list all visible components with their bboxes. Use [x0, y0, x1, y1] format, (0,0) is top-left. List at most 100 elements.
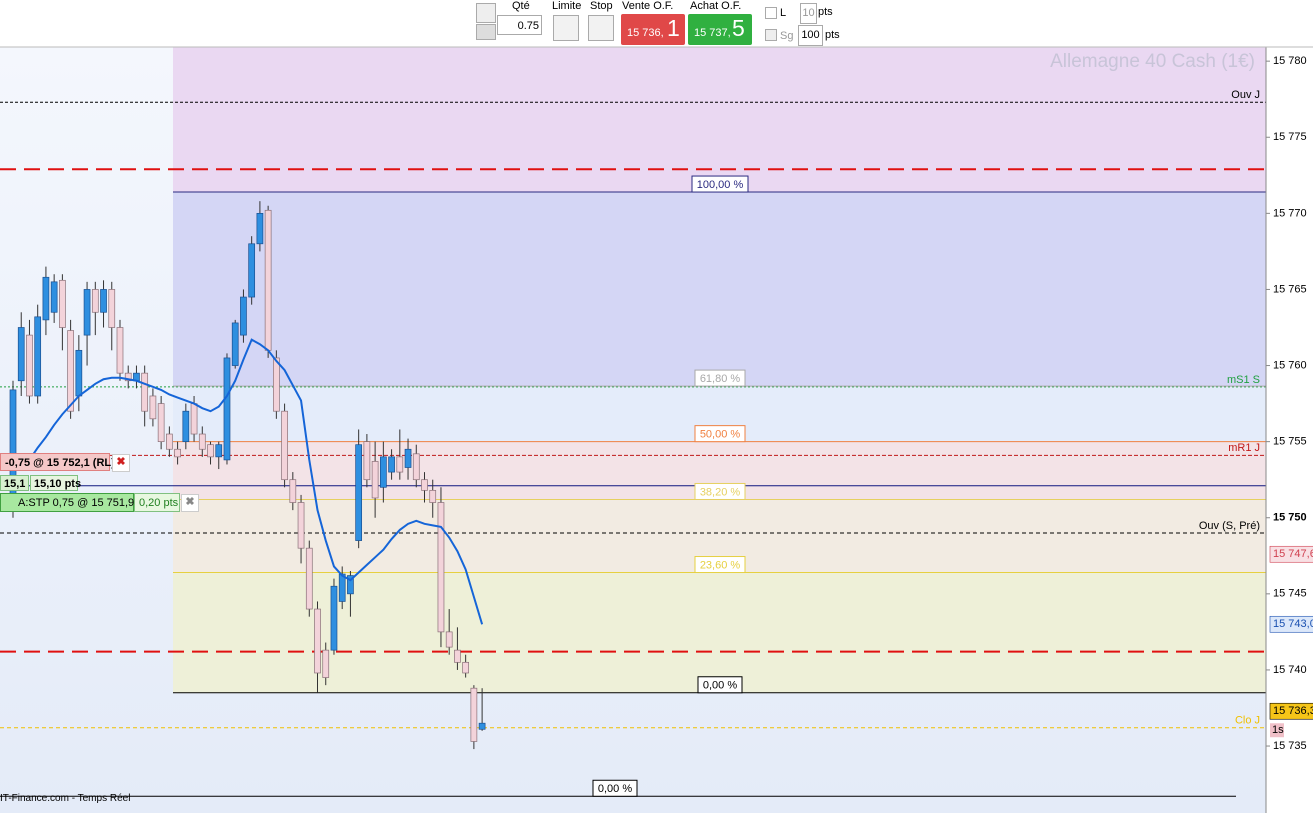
candle-body: [281, 410, 288, 481]
candle-body: [314, 608, 321, 674]
footer: IT-Finance.com - Temps Réel: [0, 793, 131, 804]
price-tag-label: 15 736,3: [1273, 705, 1313, 717]
left-value: 15,1: [0, 475, 29, 491]
candle-body: [231, 322, 239, 366]
y-tick-label: 15 735: [1273, 740, 1307, 752]
candle-body: [437, 502, 445, 633]
buy-price: 15 737,: [694, 27, 731, 39]
settings-icon[interactable]: [476, 3, 496, 23]
candle-body: [34, 316, 42, 397]
candle-body: [174, 448, 181, 458]
candle-body: [124, 372, 132, 382]
l-input[interactable]: 10: [800, 3, 817, 24]
fib-label: 0,00 %: [703, 680, 737, 692]
candle-body: [470, 687, 478, 742]
candle-body: [215, 444, 223, 458]
candle-body: [116, 327, 124, 374]
candle-body: [157, 403, 165, 442]
fib-label-box: [694, 482, 746, 500]
candle-body: [75, 349, 83, 397]
limit-button[interactable]: [553, 15, 579, 41]
candle-body: [50, 281, 58, 313]
base-fib-label: 0,00 %: [598, 783, 632, 795]
stop-close[interactable]: ✖: [181, 494, 199, 512]
candle-body: [198, 433, 206, 450]
fib-label: 50,00 %: [700, 429, 741, 441]
sg-label: Sg: [780, 30, 794, 42]
axis-bg: [1266, 47, 1313, 813]
level-label: Ouv (S, Pré): [1199, 520, 1260, 532]
candle-body: [223, 357, 231, 461]
candle-body: [380, 456, 387, 488]
candle-body: [289, 479, 297, 503]
candle-body: [207, 444, 214, 458]
candle-body: [256, 212, 264, 245]
rl-order[interactable]: -0,75 @ 15 752,1 (RL): [0, 453, 115, 471]
y-tick-label: 15 780: [1273, 55, 1307, 67]
rl-close[interactable]: ✖: [112, 454, 130, 472]
stop-button[interactable]: [588, 15, 614, 41]
candle-body: [67, 330, 74, 412]
fib-label-box: [697, 676, 743, 694]
candle-body: [91, 289, 99, 313]
qty-input[interactable]: 0.75: [497, 15, 542, 35]
y-tick-label: 15 775: [1273, 131, 1307, 143]
fib-label-box: [694, 556, 746, 574]
sg-checkbox[interactable]: [765, 29, 777, 41]
sell-button[interactable]: 15 736, 1: [621, 14, 685, 45]
candle-body: [355, 444, 363, 541]
l-checkbox[interactable]: [765, 7, 777, 19]
candle-body: [182, 410, 190, 442]
candle-body: [273, 357, 280, 412]
candle-body: [149, 395, 157, 420]
base-fib-label-box: [592, 779, 638, 797]
y-tick-label: 15 740: [1273, 664, 1307, 676]
candle-body: [305, 547, 313, 610]
candle-body: [445, 631, 453, 648]
candle-body: [26, 334, 33, 397]
stop-order[interactable]: A:STP 0,75 @ 15 751,9: [0, 493, 134, 512]
candle-body: [59, 279, 66, 328]
price-tag-label: 15 747,6: [1273, 548, 1313, 560]
candle-body: [166, 433, 173, 450]
y-tick-label: 15 760: [1273, 359, 1307, 371]
candle-body: [330, 585, 338, 651]
sell-price-last: 1: [667, 15, 680, 41]
limit-label: Limite: [552, 0, 582, 12]
candle-body: [478, 722, 486, 730]
qty-label: Qté: [512, 0, 530, 12]
level-label: Ouv J: [1231, 89, 1260, 101]
y-tick-label: 15 765: [1273, 283, 1307, 295]
price-tag-label: 15 743,0: [1273, 618, 1313, 630]
price-tag: [1269, 615, 1313, 633]
stop-label: Stop: [590, 0, 613, 12]
candle-body: [347, 575, 354, 595]
left-pts: 15,10 pts: [30, 475, 81, 491]
keyboard-icon[interactable]: [476, 24, 496, 40]
fib-label: 61,80 %: [700, 373, 741, 385]
candle-body: [141, 372, 149, 412]
buy-price-last: 5: [732, 15, 745, 41]
buy-button[interactable]: 15 737, 5: [688, 14, 752, 45]
timer: 1s: [1272, 724, 1284, 736]
fib-label-box: [694, 425, 746, 443]
y-tick-label: 15 755: [1273, 436, 1307, 448]
candle-body: [322, 649, 330, 678]
sg-input[interactable]: 100: [798, 25, 823, 46]
candle-body: [363, 441, 371, 481]
candle-body: [297, 502, 305, 549]
timer-box: [1270, 723, 1284, 738]
candle-body: [404, 448, 412, 468]
candle-body: [396, 456, 404, 473]
candle-body: [264, 209, 272, 351]
l-unit: pts: [818, 6, 833, 18]
candle-body: [429, 489, 437, 503]
candle-body: [100, 289, 107, 313]
fib-label: 100,00 %: [697, 179, 744, 191]
sell-price: 15 736,: [627, 27, 664, 39]
sell-label: Vente O.F.: [622, 0, 674, 12]
top-zone: [173, 47, 1266, 193]
chart-title: Allemagne 40 Cash (1€): [1050, 51, 1255, 72]
